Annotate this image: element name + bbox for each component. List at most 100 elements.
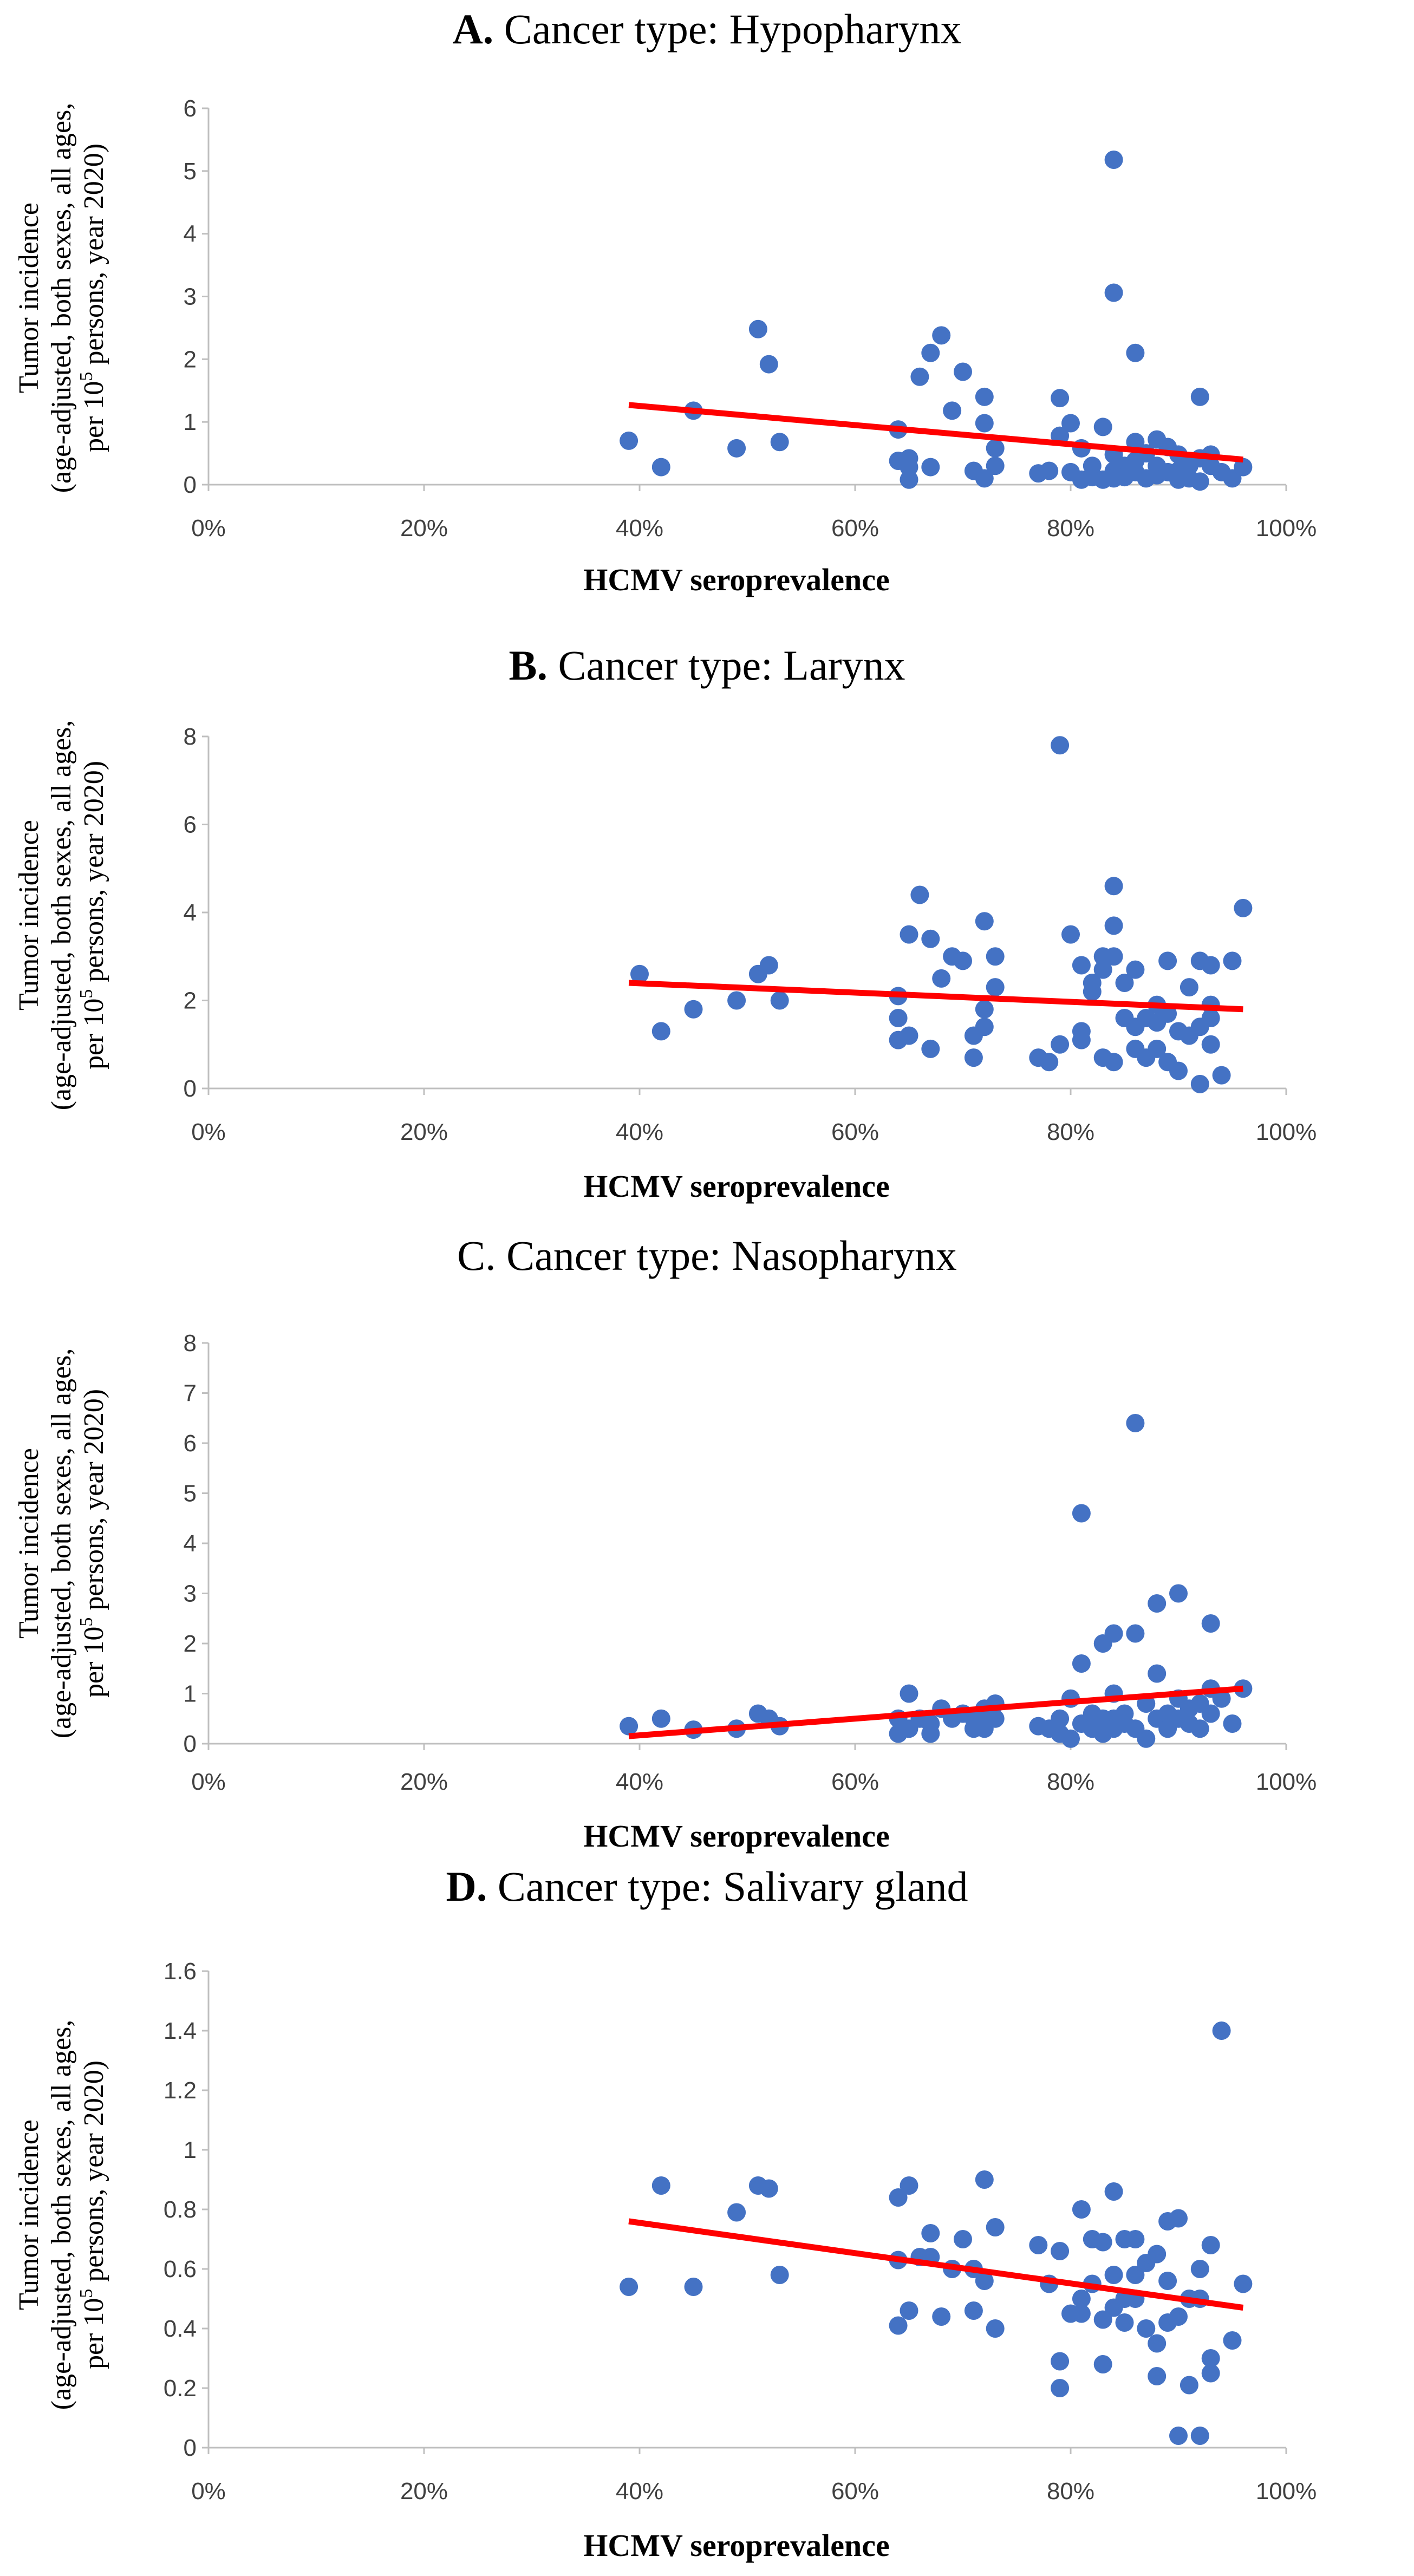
trend-line (628, 980, 1243, 1013)
data-point (900, 470, 918, 489)
data-point (932, 969, 951, 988)
data-point (1072, 2200, 1091, 2219)
data-point (1093, 2233, 1112, 2252)
data-point (1104, 150, 1123, 169)
y-axis-label: Tumor incidence (age-adjusted, both sexes… (14, 2020, 109, 2410)
chart-title-prefix: A. (452, 5, 494, 53)
y-tick-label: 0 (184, 1075, 197, 1102)
y-tick-label: 1.4 (164, 2018, 197, 2044)
y-tick-label: 8 (184, 723, 197, 750)
data-point (1148, 1664, 1167, 1683)
data-point (1051, 1709, 1070, 1728)
data-point (986, 1709, 1005, 1728)
data-point (964, 1048, 983, 1067)
y-axis-label-line1: Tumor incidence (14, 203, 44, 393)
data-point (1126, 2266, 1145, 2284)
data-point (1190, 472, 1209, 491)
data-point (1148, 2334, 1167, 2353)
data-point (986, 947, 1005, 966)
data-point (727, 2203, 746, 2222)
chart-title: C. Cancer type: Nasopharynx (0, 1235, 1414, 1277)
data-point (727, 439, 746, 458)
data-point (759, 2179, 778, 2198)
y-tick-label: 6 (184, 95, 197, 122)
data-point (975, 1000, 994, 1019)
data-point (1083, 982, 1102, 1001)
data-point (1148, 2367, 1167, 2385)
x-tick-label: 40% (616, 1119, 663, 1145)
y-tick-label: 3 (184, 284, 197, 310)
data-point (1223, 1714, 1242, 1733)
data-point (1223, 2331, 1242, 2350)
data-point (986, 978, 1005, 997)
data-point (1190, 1074, 1209, 1093)
data-point (1126, 343, 1145, 362)
y-tick-label: 2 (184, 988, 197, 1014)
data-point (1190, 2260, 1209, 2278)
data-point (1201, 2236, 1220, 2254)
data-point (975, 469, 994, 488)
data-point (1115, 2313, 1134, 2332)
x-tick-label: 20% (400, 1119, 448, 1145)
y-tick-label: 6 (184, 1430, 197, 1457)
data-point (1137, 2319, 1156, 2338)
chart-title: D. Cancer type: Salivary gland (0, 1866, 1414, 1908)
data-point (1190, 387, 1209, 406)
data-point (921, 1724, 940, 1743)
data-point (1093, 418, 1112, 436)
x-tick-label: 60% (831, 1769, 879, 1795)
y-axis-label-line1: Tumor incidence (14, 1448, 44, 1639)
data-point (1051, 1035, 1070, 1054)
data-point (1169, 1061, 1188, 1080)
data-point (1169, 1584, 1188, 1603)
x-tick-label: 100% (1256, 2478, 1317, 2505)
y-axis-label-line2: (age-adjusted, both sexes, all ages, (46, 720, 77, 1111)
y-tick-label: 2 (184, 346, 197, 373)
data-point (651, 1709, 670, 1728)
data-point (651, 1022, 670, 1041)
data-point (1201, 1704, 1220, 1723)
data-point (986, 2319, 1005, 2338)
y-tick-label: 0 (184, 2435, 197, 2461)
data-point (1104, 947, 1123, 966)
y-axis-label: Tumor incidence (age-adjusted, both sexes… (14, 1348, 109, 1739)
chart-title-text: Cancer type: Salivary gland (497, 1863, 968, 1910)
data-point (1072, 956, 1091, 975)
chart-title-text: Cancer type: Hypopharynx (504, 5, 962, 53)
data-point (954, 951, 972, 970)
data-point (1212, 1689, 1231, 1708)
data-point (943, 401, 962, 420)
data-point (1093, 2310, 1112, 2329)
data-point (1148, 1039, 1167, 1058)
data-point (759, 956, 778, 975)
data-point (1061, 925, 1080, 944)
data-point (1072, 1504, 1091, 1523)
x-axis-label: HCMV seroprevalence (583, 1818, 889, 1854)
x-tick-label: 20% (400, 1769, 448, 1795)
data-point (900, 1026, 918, 1045)
data-point (1061, 1729, 1080, 1748)
chart-title-text: Cancer type: Nasopharynx (506, 1232, 957, 1279)
y-axis-label-line3: per 105 persons, year 2020) (76, 2060, 109, 2369)
data-point (900, 449, 918, 468)
data-point (1051, 2379, 1070, 2397)
data-point (1158, 951, 1177, 970)
y-tick-label: 6 (184, 812, 197, 838)
data-point (684, 1000, 703, 1019)
y-tick-label: 7 (184, 1380, 197, 1407)
data-point (964, 2301, 983, 2320)
data-point (1126, 1414, 1145, 1432)
data-point (727, 991, 746, 1010)
y-tick-label: 0.8 (164, 2196, 197, 2223)
data-point (921, 1039, 940, 1058)
y-tick-label: 4 (184, 899, 197, 926)
x-tick-label: 60% (831, 2478, 879, 2505)
data-point (1051, 389, 1070, 408)
y-axis-label-line2: (age-adjusted, both sexes, all ages, (46, 2020, 77, 2410)
chart-title-prefix: D. (446, 1863, 487, 1910)
y-tick-label: 0 (184, 1731, 197, 1757)
data-point (1051, 2352, 1070, 2371)
data-point (1201, 2349, 1220, 2368)
